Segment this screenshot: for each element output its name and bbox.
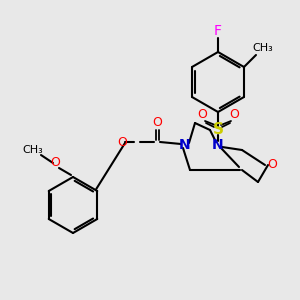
Text: CH₃: CH₃: [253, 43, 273, 53]
Text: O: O: [267, 158, 277, 172]
Text: S: S: [212, 122, 224, 137]
Text: O: O: [50, 155, 60, 169]
Text: O: O: [152, 116, 162, 128]
Text: N: N: [212, 138, 224, 152]
Text: F: F: [214, 24, 222, 38]
Text: O: O: [197, 109, 207, 122]
Text: O: O: [229, 109, 239, 122]
Text: N: N: [179, 138, 191, 152]
Text: CH₃: CH₃: [22, 145, 44, 155]
Text: O: O: [117, 136, 127, 148]
